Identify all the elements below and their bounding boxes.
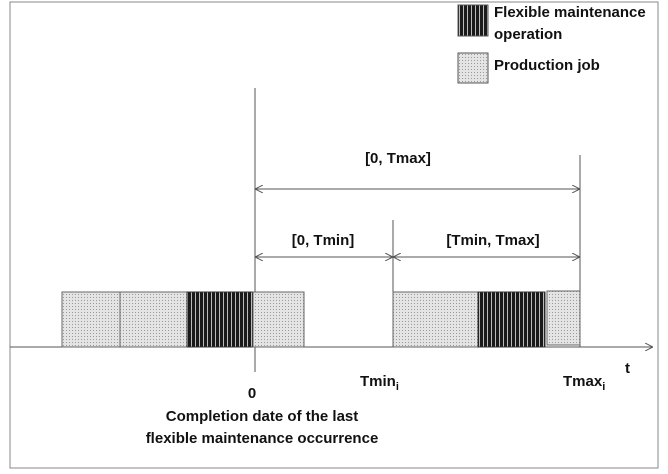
production-job: [119, 291, 188, 348]
caption-line: flexible maintenance occurrence: [146, 430, 379, 447]
legend-swatch-production: [457, 52, 489, 84]
frame: [9, 1, 659, 469]
tmax-text: Tmax: [563, 373, 603, 390]
tmax-subscript: i: [602, 381, 605, 393]
legend-label: Flexible maintenance operation: [494, 4, 650, 43]
production-job: [61, 291, 121, 348]
interval-label: [0, Tmin]: [292, 232, 355, 249]
caption-line: Completion date of the last: [166, 408, 359, 425]
production-job: [546, 290, 581, 346]
tmin-text: Tmin: [360, 373, 396, 390]
interval-label: [0, Tmax]: [365, 150, 431, 167]
maintenance-operation: [186, 291, 254, 348]
axis-label: t: [625, 360, 630, 377]
legend-line: Flexible maintenance: [494, 4, 646, 21]
maintenance-operation: [477, 291, 546, 348]
legend-line: operation: [494, 26, 562, 43]
legend-swatch-maintenance: [457, 4, 489, 37]
tmin-subscript: i: [396, 381, 399, 393]
origin-label: 0: [248, 385, 256, 402]
tmin-label: Tmini: [360, 373, 399, 393]
production-job: [392, 291, 479, 348]
legend-label: Production job: [494, 57, 600, 74]
interval-label: [Tmin, Tmax]: [446, 232, 539, 249]
tmax-label: Tmaxi: [563, 373, 605, 393]
production-job: [252, 291, 305, 348]
